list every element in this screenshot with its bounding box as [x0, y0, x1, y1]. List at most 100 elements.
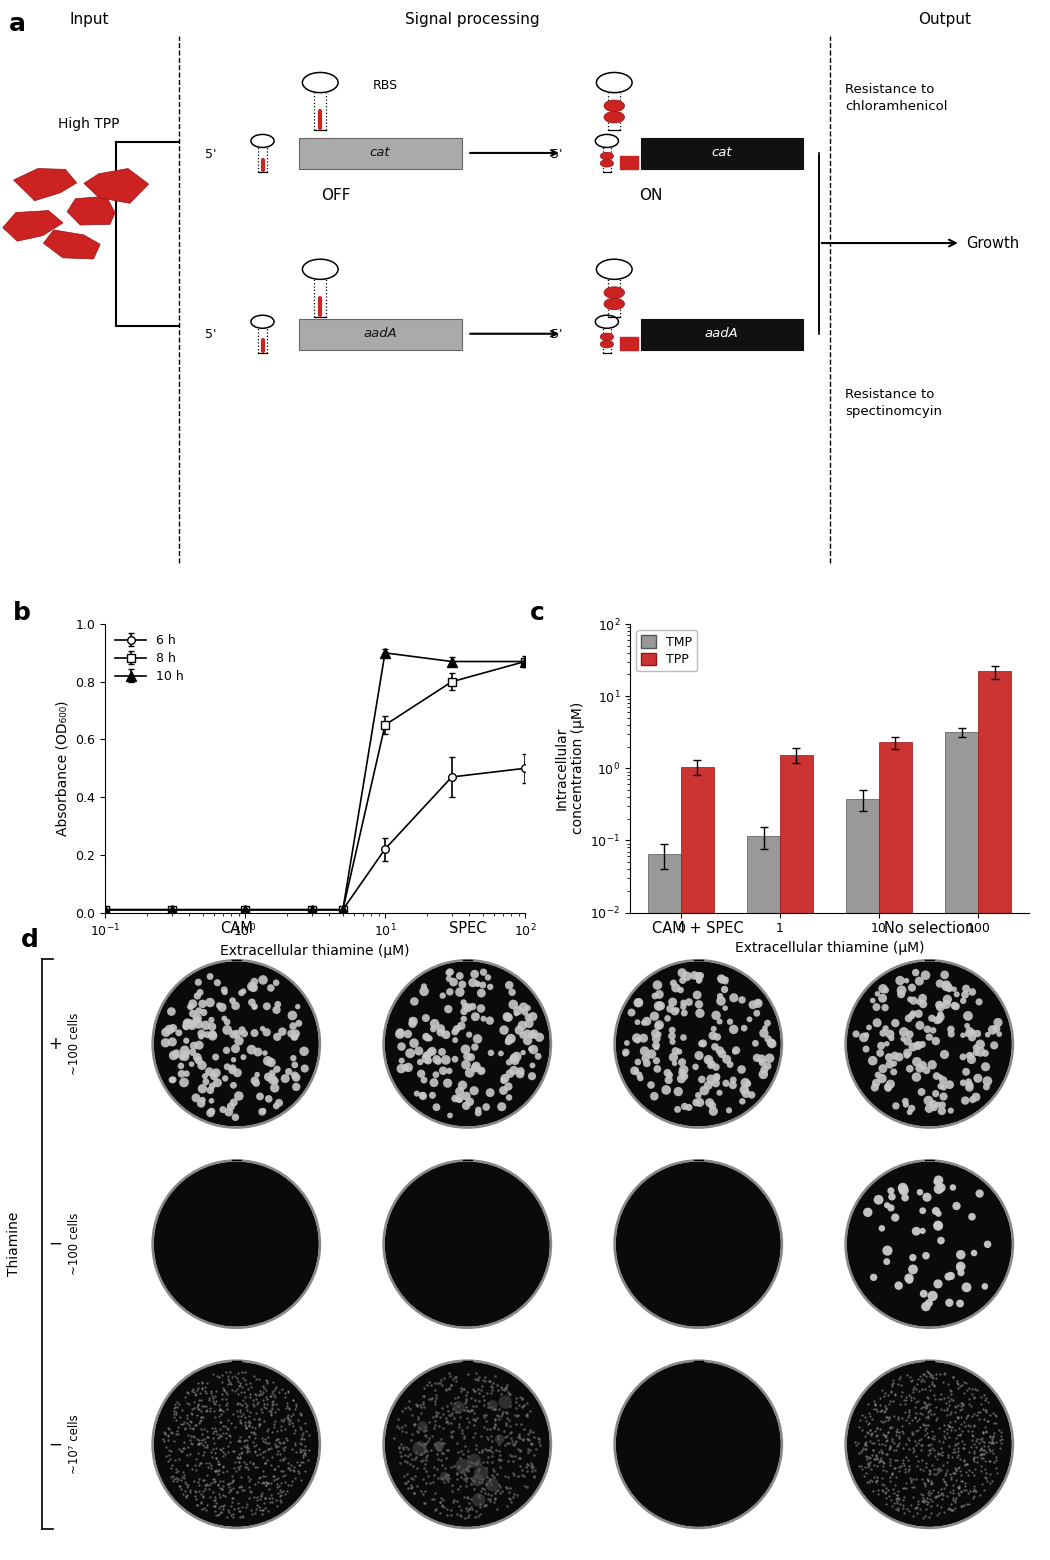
- Point: [920, 1443, 937, 1468]
- Point: [190, 998, 207, 1023]
- Point: [459, 1379, 476, 1404]
- Circle shape: [847, 1362, 1011, 1526]
- Point: [251, 1412, 268, 1437]
- Point: [883, 1462, 900, 1487]
- Point: [492, 1382, 509, 1407]
- Point: [167, 1448, 184, 1473]
- Point: [192, 1490, 209, 1515]
- Point: [923, 1493, 940, 1518]
- Point: [930, 1387, 947, 1412]
- Point: [477, 1437, 493, 1462]
- Point: [432, 1431, 448, 1455]
- Point: [499, 1431, 516, 1455]
- Point: [868, 1468, 885, 1493]
- Point: [928, 1406, 945, 1431]
- Point: [198, 1398, 215, 1423]
- Point: [271, 1477, 288, 1502]
- Point: [482, 1416, 499, 1441]
- Point: [434, 1493, 450, 1518]
- Point: [743, 1083, 760, 1108]
- Point: [215, 1459, 232, 1484]
- Point: [531, 1432, 548, 1457]
- Point: [280, 1451, 297, 1476]
- Point: [177, 1014, 194, 1039]
- Point: [500, 1465, 517, 1490]
- Point: [247, 1501, 264, 1526]
- Point: [949, 1441, 966, 1466]
- Point: [418, 1416, 435, 1441]
- Point: [511, 1438, 528, 1463]
- Point: [522, 1454, 539, 1479]
- Point: [922, 1392, 939, 1416]
- Point: [483, 1423, 500, 1448]
- Point: [421, 1471, 438, 1496]
- Point: [178, 1402, 195, 1427]
- Point: [239, 1465, 256, 1490]
- Point: [888, 1482, 905, 1507]
- Point: [903, 1420, 920, 1445]
- Bar: [299, 139, 462, 168]
- Point: [691, 969, 708, 994]
- Point: [866, 1446, 883, 1471]
- Point: [226, 1496, 243, 1521]
- Point: [915, 1488, 931, 1513]
- Point: [245, 1429, 261, 1454]
- Point: [929, 1212, 946, 1237]
- Point: [196, 1377, 213, 1402]
- Point: [704, 1094, 720, 1119]
- Bar: [648, 853, 680, 1560]
- Point: [439, 1398, 456, 1423]
- Point: [279, 1427, 296, 1452]
- Point: [939, 1449, 956, 1474]
- Text: CAM: CAM: [219, 920, 253, 936]
- Point: [965, 1412, 982, 1437]
- Point: [918, 1363, 935, 1388]
- Point: [883, 1377, 900, 1402]
- Point: [235, 1381, 252, 1406]
- Point: [164, 1421, 181, 1446]
- Point: [472, 1479, 489, 1504]
- Point: [873, 1033, 889, 1058]
- Point: [396, 1449, 413, 1474]
- Point: [508, 1429, 525, 1454]
- Point: [474, 1373, 490, 1398]
- Point: [882, 1488, 899, 1513]
- Point: [403, 1446, 420, 1471]
- Point: [917, 1416, 933, 1441]
- Point: [490, 1438, 507, 1463]
- Point: [249, 1443, 266, 1468]
- Point: [265, 1388, 281, 1413]
- Point: [877, 1016, 894, 1041]
- Point: [901, 1398, 918, 1423]
- Point: [408, 1393, 425, 1418]
- Point: [675, 1058, 692, 1083]
- Point: [466, 1448, 483, 1473]
- Point: [867, 1070, 884, 1095]
- Point: [848, 1432, 865, 1457]
- Point: [479, 1465, 496, 1490]
- Point: [963, 1420, 980, 1445]
- Point: [467, 1432, 484, 1457]
- Point: [227, 1104, 244, 1129]
- Point: [525, 1005, 542, 1030]
- Bar: [640, 318, 803, 349]
- Point: [237, 1359, 254, 1384]
- Point: [417, 1437, 434, 1462]
- Point: [510, 1445, 527, 1470]
- Point: [197, 1393, 214, 1418]
- Point: [953, 1468, 970, 1493]
- Text: −: −: [48, 1236, 63, 1253]
- Point: [440, 997, 457, 1022]
- Point: [988, 1455, 1005, 1480]
- Point: [257, 1470, 274, 1494]
- Point: [941, 1413, 958, 1438]
- Point: [215, 1493, 232, 1518]
- Point: [193, 1406, 210, 1431]
- Point: [971, 1426, 988, 1451]
- Point: [465, 1393, 482, 1418]
- Point: [220, 1474, 237, 1499]
- Point: [156, 1421, 173, 1446]
- Point: [178, 1390, 195, 1415]
- Point: [943, 1379, 960, 1404]
- Point: [427, 1432, 444, 1457]
